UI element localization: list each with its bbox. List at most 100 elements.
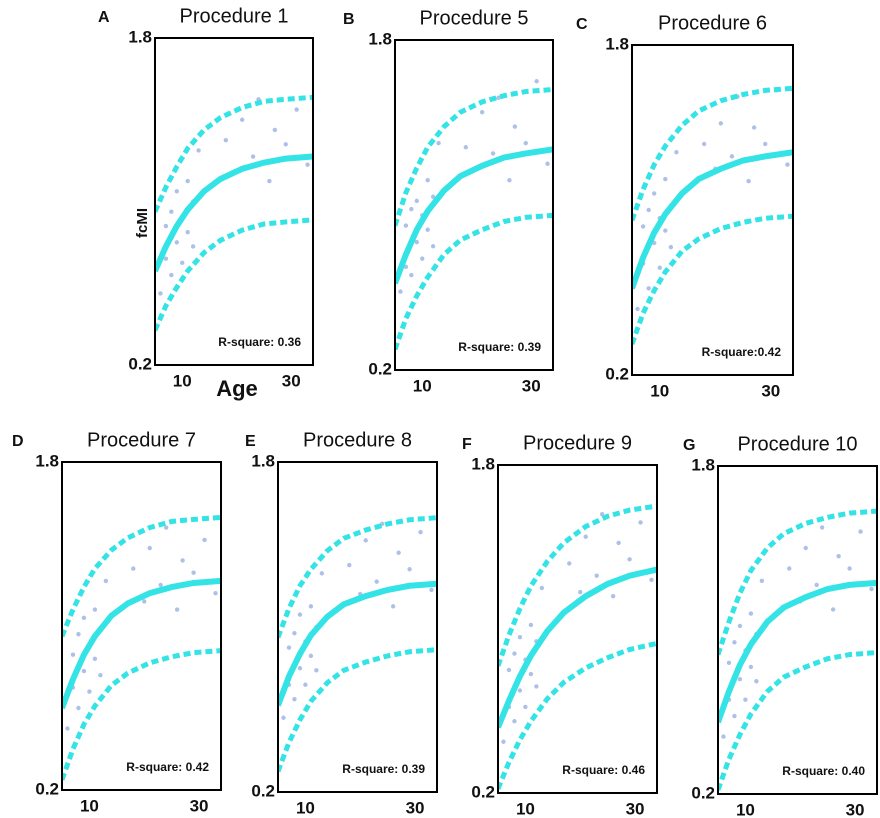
data-point xyxy=(646,286,651,291)
data-point xyxy=(512,651,517,656)
panel-title: Procedure 7 xyxy=(87,429,196,451)
data-point xyxy=(81,668,87,674)
x-tick-label: 30 xyxy=(761,381,780,400)
data-point xyxy=(539,585,545,591)
data-point xyxy=(297,612,303,617)
data-point xyxy=(158,291,163,296)
data-point xyxy=(663,228,668,233)
data-point xyxy=(726,660,732,665)
data-point xyxy=(196,148,201,153)
data-point xyxy=(803,545,808,551)
plot-frame xyxy=(61,461,222,791)
data-point xyxy=(616,540,621,546)
data-point xyxy=(721,734,726,739)
data-point xyxy=(250,154,256,159)
data-point xyxy=(87,689,92,694)
data-point xyxy=(142,599,147,604)
fit-curve xyxy=(498,566,657,729)
ci-curve xyxy=(395,212,553,351)
data-point xyxy=(294,107,299,112)
data-point xyxy=(81,615,87,620)
x-tick-label: 30 xyxy=(190,796,209,815)
data-point xyxy=(169,272,174,278)
y-tick-label: 0.2 xyxy=(251,781,275,800)
panel-letter: C xyxy=(576,16,588,33)
data-point xyxy=(169,209,174,214)
x-tick-label: 10 xyxy=(80,796,99,815)
plot-area xyxy=(62,514,221,781)
data-point xyxy=(534,79,539,84)
data-point xyxy=(174,607,180,612)
x-tick-label: 10 xyxy=(650,381,669,400)
data-point xyxy=(272,127,278,133)
data-point xyxy=(507,178,512,183)
data-point xyxy=(347,562,352,568)
data-point xyxy=(180,558,185,563)
data-point xyxy=(308,604,314,609)
data-point xyxy=(185,229,190,235)
data-point xyxy=(363,538,368,543)
data-point xyxy=(436,140,441,146)
data-point xyxy=(147,545,152,551)
y-tick-label: 0.2 xyxy=(35,779,59,798)
data-point xyxy=(814,582,819,588)
plot-area xyxy=(395,79,553,351)
data-point xyxy=(223,137,229,143)
data-point xyxy=(191,570,196,575)
data-point xyxy=(76,705,81,711)
data-point xyxy=(583,534,588,539)
annotation: R-square: 0.39 xyxy=(458,340,541,354)
data-point xyxy=(92,656,98,661)
panel: D Procedure 7 0.2 1.8 10 30 R-square: 0.42 xyxy=(12,429,222,815)
data-point xyxy=(610,594,616,599)
x-tick-label: 10 xyxy=(296,798,315,817)
data-point xyxy=(668,244,674,250)
panel-letter: G xyxy=(683,437,695,454)
data-point xyxy=(869,586,874,592)
panel: A Procedure 1 0.2 1.8 10 30 R-square: 0.36 fcMI… xyxy=(98,5,314,401)
plot-frame xyxy=(154,37,314,366)
data-point xyxy=(847,566,852,571)
data-point xyxy=(174,240,179,245)
data-point xyxy=(496,95,501,100)
data-point xyxy=(314,668,319,673)
fit-curve xyxy=(62,577,221,710)
data-point xyxy=(523,704,528,710)
fit-curve xyxy=(155,153,313,273)
data-point xyxy=(517,635,523,640)
data-point xyxy=(479,109,485,115)
panel: F Procedure 9 0.2 1.8 10 30 R-square: 0.46 xyxy=(462,432,658,818)
data-point xyxy=(567,561,572,566)
data-point xyxy=(414,239,419,245)
data-point xyxy=(430,194,436,199)
data-point xyxy=(292,696,297,702)
data-point xyxy=(308,653,314,659)
data-point xyxy=(674,150,679,155)
data-point xyxy=(578,589,583,595)
data-point xyxy=(748,611,754,616)
annotation: R-square: 0.39 xyxy=(342,762,425,776)
data-point xyxy=(512,124,518,129)
data-point xyxy=(131,566,136,571)
panel-title: Procedure 1 xyxy=(180,5,289,27)
data-point xyxy=(202,537,207,543)
annotation: R-square: 0.40 xyxy=(782,764,865,778)
data-point xyxy=(267,178,272,184)
data-point xyxy=(763,141,768,147)
data-point xyxy=(163,223,169,229)
annotation: R-square: 0.42 xyxy=(126,760,209,774)
x-tick-label: 30 xyxy=(522,376,541,395)
plot-frame xyxy=(277,461,438,793)
ci-curve xyxy=(718,508,877,656)
data-point xyxy=(743,697,748,702)
data-point xyxy=(751,125,757,130)
fit-curve xyxy=(632,149,793,290)
ci-curve xyxy=(278,515,437,639)
plot-frame xyxy=(394,39,554,371)
x-tick-label: 10 xyxy=(173,371,192,390)
data-point xyxy=(409,272,414,278)
data-point xyxy=(649,577,654,582)
data-point xyxy=(92,607,98,612)
data-point xyxy=(185,178,190,184)
data-point xyxy=(76,632,81,637)
